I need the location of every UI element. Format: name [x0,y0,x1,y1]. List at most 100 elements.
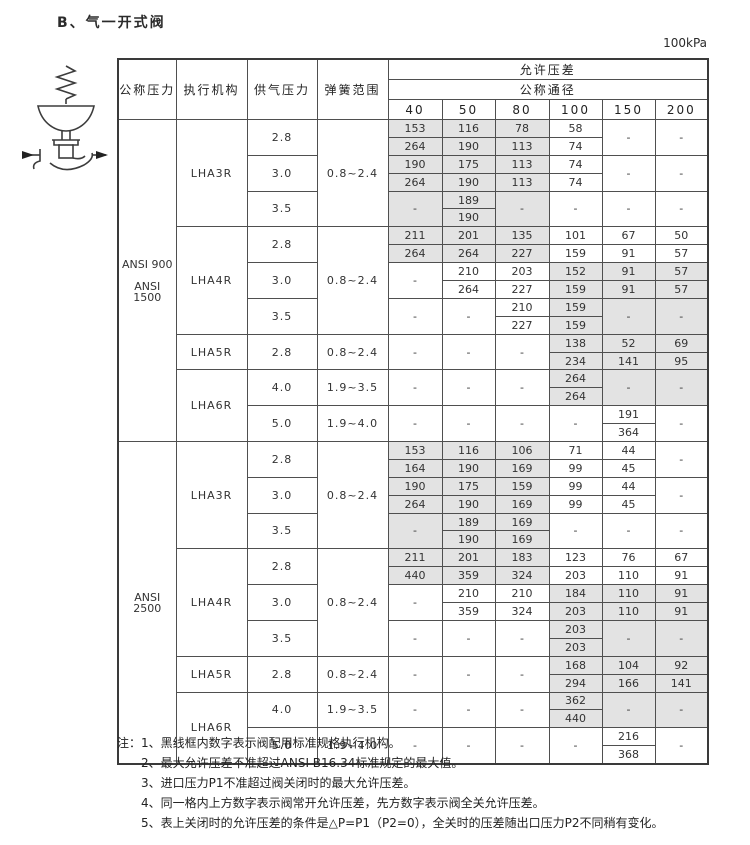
table-cell: 50 [654,226,709,246]
table-cell: 44 [601,476,656,496]
table-cell: 294 [548,673,603,693]
table-cell: - [387,691,443,729]
table-cell: 74 [548,136,603,156]
table-cell: 67 [601,226,656,246]
table-cell: - [601,512,656,550]
table-cell: - [387,405,443,443]
table-cell: 5.0 [246,727,318,765]
table-cell: 91 [654,566,709,586]
table-cell: 3.0 [246,476,318,514]
table-cell: - [441,297,496,335]
table-cell: LHA3R [175,118,248,228]
table-cell: - [387,655,443,693]
table-cell: 362 [548,691,603,711]
table-cell: 74 [548,172,603,192]
table-cell: 57 [654,280,709,299]
table-cell: - [494,369,550,407]
table-cell: 169 [494,458,550,478]
table-cell: 2.8 [246,333,318,371]
table-cell: - [387,190,443,228]
table-cell: 71 [548,441,603,460]
table-cell: - [601,154,656,192]
table-cell: 440 [387,566,443,586]
table-cell: - [494,405,550,443]
table-cell: - [494,333,550,371]
table-cell: 264 [441,244,496,264]
table-cell: 359 [441,566,496,586]
table-cell: - [601,190,656,228]
table-cell: - [494,727,550,765]
table-cell: - [494,190,550,228]
table-cell: - [494,619,550,657]
table-cell: 0.8~2.4 [316,655,389,693]
table-cell: 45 [601,458,656,478]
table-cell: - [654,619,709,657]
table-cell: 169 [494,512,550,532]
table-cell: 3.0 [246,154,318,192]
table-cell: 91 [601,244,656,264]
table-cell: 203 [494,262,550,282]
table-cell: 190 [441,208,496,228]
table-cell: - [548,512,603,550]
table-cell: - [548,405,603,443]
header-nominal-diameter: 公称通径 [387,79,709,100]
table-cell: 0.8~2.4 [316,118,389,228]
table-cell: 184 [548,584,603,604]
table-cell: 0.8~2.4 [316,548,389,657]
table-cell: - [548,727,603,765]
table-cell: ANSI 900 ANSI 1500 [117,118,177,443]
table-cell: 67 [654,548,709,568]
table-cell: 44 [601,441,656,460]
table-cell: 141 [654,673,709,693]
table-cell: 440 [548,709,603,729]
table-cell: 58 [548,119,603,138]
header-size-150: 150 [601,99,656,120]
table-cell: 191 [601,405,656,425]
table-cell: 190 [441,530,496,550]
table-cell: 57 [654,262,709,282]
table-header: 公称压力 执行机构 供气压力 弹簧范围 允许压差 公称通径 40 50 80 1… [117,58,709,120]
table-cell: - [494,655,550,693]
table-cell: 152 [548,262,603,282]
table-cell: ANSI 2500 [117,441,177,765]
header-size-200: 200 [654,99,709,120]
table-cell: LHA5R [175,655,248,693]
table-cell: - [387,262,443,299]
table-cell: 264 [387,172,443,192]
table-cell: 91 [601,280,656,299]
table-cell: - [601,297,656,335]
table-cell: - [601,369,656,407]
table-cell: 203 [548,619,603,639]
table-cell: 159 [548,315,603,335]
table-cell: 189 [441,190,496,210]
table-cell: - [387,584,443,621]
note-item: 4、同一格内上方数字表示阀常开允许压差，先方数字表示阀全关允许压差。 [141,796,545,810]
table-cell: 110 [601,602,656,621]
table-cell: 190 [441,458,496,478]
table-cell: LHA6R [175,369,248,443]
table-cell: 183 [494,548,550,568]
table-cell: 3.0 [246,262,318,299]
table-cell: - [654,154,709,192]
table-cell: 210 [494,297,550,317]
table-cell: 175 [441,154,496,174]
table-cell: 3.5 [246,297,318,335]
table-cell: 234 [548,351,603,371]
table-cell: 91 [601,262,656,282]
table-cell: 3.0 [246,584,318,621]
table-cell: 3.5 [246,512,318,550]
table-cell: - [387,297,443,335]
table-cell: 3.5 [246,190,318,228]
table-cell: 123 [548,548,603,568]
table-cell: 1.9~4.0 [316,405,389,443]
table-cell: 2.8 [246,548,318,586]
table-cell: 141 [601,351,656,371]
table-cell: - [441,727,496,765]
table-cell: - [441,655,496,693]
header-spring-range: 弹簧范围 [316,58,389,120]
notes-list: 1、黑线框内数字表示阀配用标准规格执行机构。 2、最大允许压差不准超过ANSI B… [141,733,733,833]
table-cell: 113 [494,136,550,156]
table-cell: - [441,333,496,371]
table-cell: 153 [387,119,443,138]
table-cell: - [387,619,443,657]
